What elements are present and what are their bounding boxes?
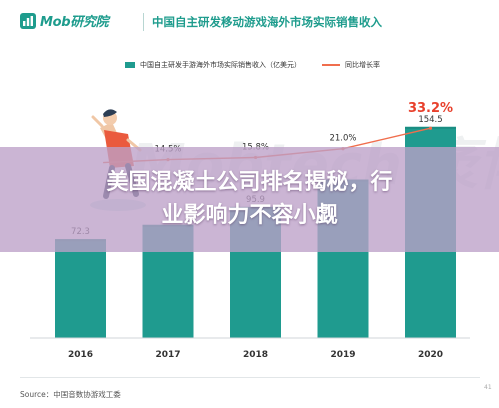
x-tick-label-2019: 2019: [330, 350, 355, 360]
headline-line-1: 美国混凝土公司排名揭秘，行: [106, 170, 393, 195]
growth-point-2020: [428, 126, 433, 130]
legend-line-swatch: [322, 64, 340, 66]
chart-legend: 中国自主研发手游海外市场实际销售收入（亿美元） 同比增长率: [0, 60, 499, 74]
header-divider: [143, 13, 144, 31]
header: Mob研究院 中国自主研发移动游戏海外市场实际销售收入: [0, 0, 499, 46]
logo-icon: [20, 12, 36, 29]
legend-item-growth: 同比增长率: [322, 60, 380, 70]
growth-label-2020: 33.2%: [408, 101, 453, 116]
headline-text: 美国混凝土公司排名揭秘，行 业影响力不容小觑: [0, 166, 499, 232]
x-tick-label-2016: 2016: [68, 350, 93, 360]
brand-logo: Mob研究院: [20, 11, 109, 30]
footer-divider: [20, 377, 480, 378]
legend-bar-swatch: [125, 62, 135, 68]
source-note: Source：中国音数协游戏工委: [20, 390, 121, 399]
x-tick-label-2017: 2017: [155, 350, 180, 360]
x-tick-label-2018: 2018: [243, 350, 268, 360]
headline-line-2: 业影响力不容小觑: [161, 203, 338, 228]
growth-label-2019: 21.0%: [329, 134, 356, 144]
logo-text: Mob研究院: [40, 15, 109, 30]
legend-label-growth: 同比增长率: [345, 61, 380, 69]
bar-value-label-2020: 154.5: [418, 115, 442, 125]
headline-banner: [0, 147, 499, 252]
x-tick-label-2020: 2020: [418, 350, 443, 360]
legend-label-revenue: 中国自主研发手游海外市场实际销售收入（亿美元）: [140, 61, 301, 69]
chart-title: 中国自主研发移动游戏海外市场实际销售收入: [152, 15, 382, 29]
page-number: 41: [484, 384, 492, 391]
bar-2016: [55, 239, 106, 338]
legend-item-revenue: 中国自主研发手游海外市场实际销售收入（亿美元）: [125, 60, 301, 70]
